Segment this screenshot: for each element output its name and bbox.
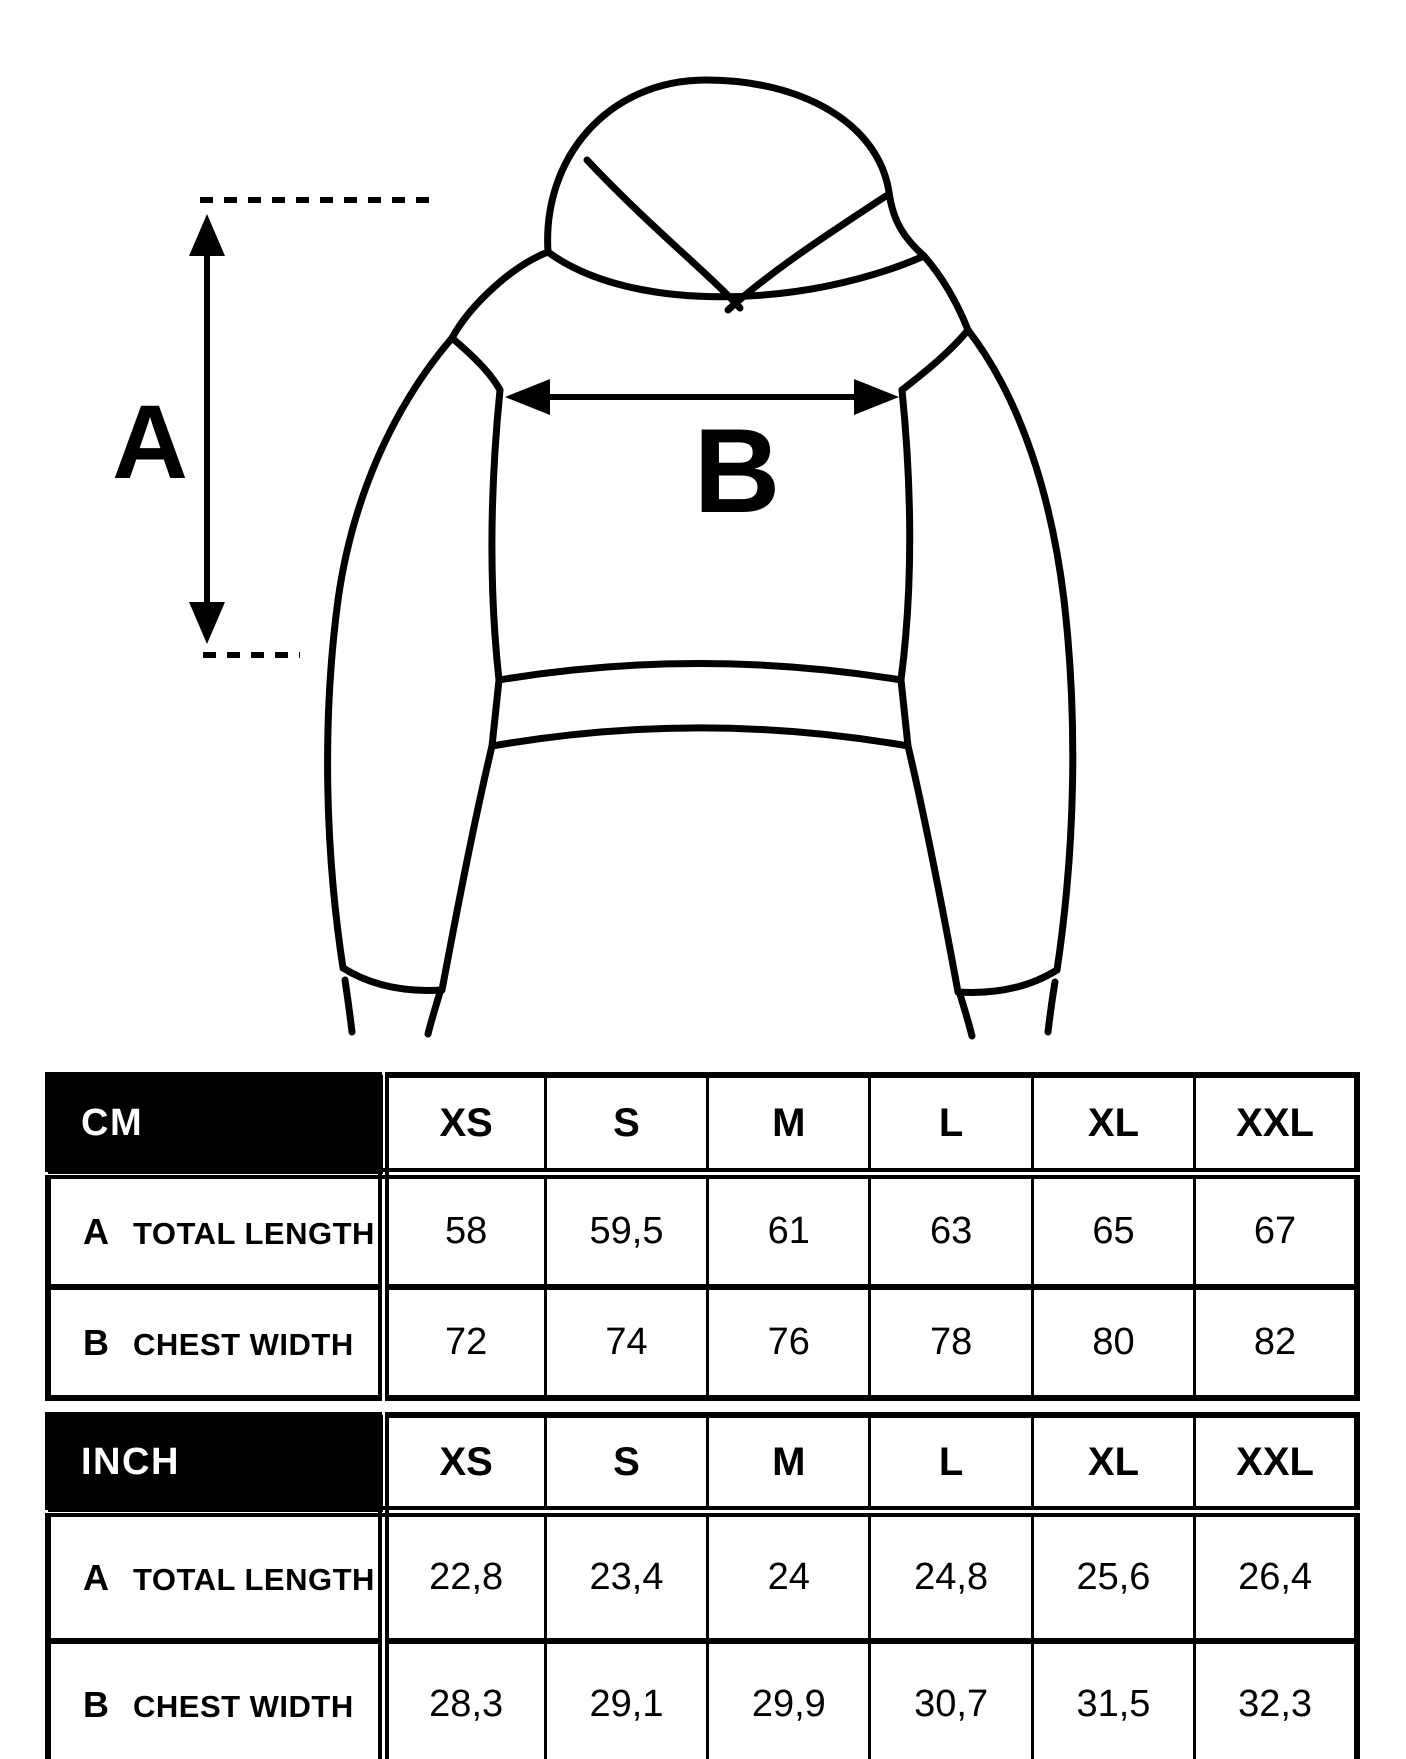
hood-outline-path [544,76,928,260]
size-table-inch: INCH XS S M L XL XXL A TOTAL LENGTH 22,8 … [45,1412,1360,1759]
inch-total-length-s: 23,4 [543,1510,710,1643]
inch-chest-width-xs: 28,3 [381,1638,547,1759]
left-shoulder-path [448,248,552,342]
left-cuff-inner-tip-path [424,988,444,1038]
cm-total-length-xl: 65 [1030,1172,1197,1289]
cm-unit-header: CM [46,1073,389,1179]
cm-row-label-total-length: A TOTAL LENGTH [46,1172,389,1289]
cm-size-header-xs: XS [381,1073,547,1179]
left-armhole-path [448,334,504,394]
inch-total-length-xxl: 26,4 [1193,1510,1359,1643]
right-shoulder-path [920,252,972,334]
right-cuff-outer-tip-path [1044,978,1059,1036]
cm-chest-width-xl: 80 [1030,1284,1197,1400]
left-sleeve-outer-path [324,334,456,972]
left-cuff-outer-tip-path [341,976,356,1036]
dimension-label-a: A [112,384,188,501]
cm-chest-width-l: 78 [868,1284,1034,1400]
hem-band-left-path [488,676,503,750]
body-right-edge-path [897,386,914,684]
hem-band-top-path [495,660,905,684]
dim-key-b: B [83,1683,109,1725]
inch-size-header-xxl: XXL [1193,1413,1359,1517]
cm-total-length-xxl: 67 [1193,1172,1359,1289]
cm-size-header-l: L [868,1073,1034,1179]
inch-total-length-m: 24 [706,1510,872,1643]
cm-size-header-xl: XL [1030,1073,1197,1179]
dim-label-total-length: TOTAL LENGTH [133,1215,375,1251]
cm-size-header-m: M [706,1073,872,1179]
left-cuff-seam-path [339,964,446,994]
cm-size-header-s: S [543,1073,710,1179]
inch-chest-width-xl: 31,5 [1030,1638,1197,1759]
dim-key-a: A [83,1210,109,1252]
inch-size-header-l: L [868,1413,1034,1517]
right-cuff-seam-path [954,966,1061,996]
cm-total-length-s: 59,5 [543,1172,710,1289]
inch-row-label-chest-width: B CHEST WIDTH [46,1638,389,1759]
hem-band-right-path [897,676,912,750]
cm-size-header-xxl: XXL [1193,1073,1359,1179]
right-sleeve-outer-path [964,326,1077,974]
dim-b-arrowhead-right [854,379,899,415]
size-table-cm: CM XS S M L XL XXL A TOTAL LENGTH 58 59,5… [45,1072,1360,1401]
inch-chest-width-m: 29,9 [706,1638,872,1759]
cm-chest-width-s: 74 [543,1284,710,1400]
dim-label-chest-width: CHEST WIDTH [133,1688,354,1724]
inch-size-header-s: S [543,1413,710,1517]
inch-chest-width-xxl: 32,3 [1193,1638,1359,1759]
dimension-label-b: B [694,404,781,538]
right-sleeve-inner-path [904,742,962,996]
inch-chest-width-row: B CHEST WIDTH 28,3 29,1 29,9 30,7 31,5 32… [46,1638,1359,1759]
dim-a-arrowhead-top [189,214,225,256]
dim-key-b: B [83,1321,109,1363]
inch-chest-width-l: 30,7 [868,1638,1034,1759]
inch-chest-width-s: 29,1 [543,1638,710,1759]
cm-chest-width-m: 76 [706,1284,872,1400]
inch-size-header-xs: XS [381,1413,547,1517]
cm-total-length-l: 63 [868,1172,1034,1289]
inch-total-length-xs: 22,8 [381,1510,547,1643]
cm-chest-width-xxl: 82 [1193,1284,1359,1400]
dim-b-arrowhead-left [505,379,550,415]
inch-size-header-m: M [706,1413,872,1517]
cm-chest-width-xs: 72 [381,1284,547,1400]
inch-unit-header: INCH [46,1413,389,1517]
cm-row-label-chest-width: B CHEST WIDTH [46,1284,389,1400]
cm-total-length-m: 61 [706,1172,872,1289]
inch-total-length-l: 24,8 [868,1510,1034,1643]
cm-total-length-xs: 58 [381,1172,547,1289]
inch-size-header-xl: XL [1030,1413,1197,1517]
dim-a-arrowhead-bottom [189,602,225,644]
hood-opening-left-path [583,156,744,312]
right-armhole-path [898,326,972,394]
hoodie-measurement-diagram: A B [112,76,1077,1040]
dim-label-total-length: TOTAL LENGTH [133,1561,375,1597]
inch-total-length-row: A TOTAL LENGTH 22,8 23,4 24 24,8 25,6 26,… [46,1510,1359,1643]
right-cuff-inner-tip-path [956,990,976,1040]
cm-header-row: CM XS S M L XL XXL [46,1073,1359,1179]
collar-seam-path [544,248,928,301]
body-left-edge-path [488,386,504,684]
cm-chest-width-row: B CHEST WIDTH 72 74 76 78 80 82 [46,1284,1359,1400]
left-sleeve-inner-path [438,742,496,994]
dim-label-chest-width: CHEST WIDTH [133,1326,354,1362]
inch-header-row: INCH XS S M L XL XXL [46,1413,1359,1517]
inch-total-length-xl: 25,6 [1030,1510,1197,1643]
cm-total-length-row: A TOTAL LENGTH 58 59,5 61 63 65 67 [46,1172,1359,1289]
inch-row-label-total-length: A TOTAL LENGTH [46,1510,389,1643]
dim-key-a: A [83,1556,109,1598]
hem-band-bottom-path [488,724,912,750]
